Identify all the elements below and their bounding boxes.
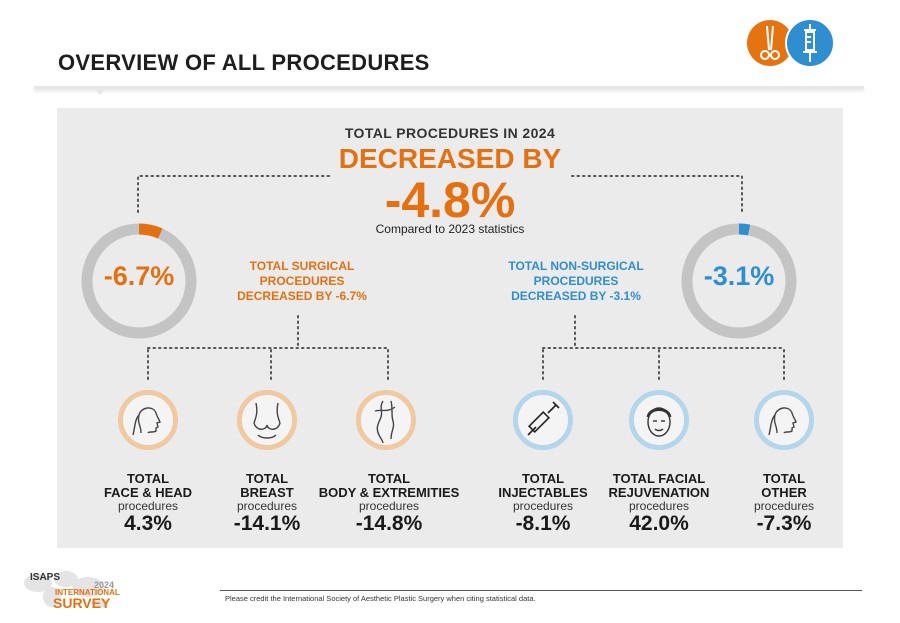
surgical-ring [81, 223, 197, 339]
category-injectables: TOTAL INJECTABLES procedures -8.1% [458, 472, 628, 535]
non-surgical-title-line3: DECREASED BY -3.1% [511, 289, 641, 303]
non-surgical-ring [681, 223, 797, 339]
logo-name: ISAPS [30, 572, 61, 583]
surgical-title-line3: DECREASED BY -6.7% [237, 289, 367, 303]
category-label-line1: TOTAL [762, 471, 806, 486]
category-sub: procedures [512, 499, 574, 513]
non-surgical-summary: TOTAL NON-SURGICAL PROCEDURES DECREASED … [486, 259, 666, 304]
face-profile-icon [118, 390, 178, 450]
breast-icon [237, 390, 297, 450]
category-label-line2: BODY & EXTREMITIES [318, 485, 460, 500]
syringe-icon [513, 390, 573, 450]
category-value: -7.3% [756, 512, 812, 535]
category-label-line2: INJECTABLES [498, 485, 588, 500]
page-title: OVERVIEW OF ALL PROCEDURES [58, 50, 430, 75]
category-breast: TOTAL BREAST procedures -14.1% [182, 472, 352, 535]
face-mask-icon [629, 390, 689, 450]
category-value: -8.1% [515, 512, 571, 535]
category-label-line1: TOTAL FACIAL [612, 471, 706, 486]
logo-international: INTERNATIONAL [55, 588, 120, 597]
non-surgical-title-line1: TOTAL NON-SURGICAL [508, 259, 644, 273]
category-label-line2: FACE & HEAD [103, 485, 193, 500]
category-label-line2: OTHER [761, 485, 807, 500]
category-label-line1: TOTAL [521, 471, 565, 486]
surgical-ring-arc [81, 223, 197, 339]
category-sub: procedures [753, 499, 815, 513]
category-other: TOTAL OTHER procedures -7.3% [699, 472, 869, 535]
comparison-note: Compared to 2023 statistics [375, 222, 525, 236]
total-procedures-heading: TOTAL PROCEDURES IN 2024 [344, 125, 556, 141]
category-value: -14.8% [355, 512, 423, 535]
category-value: -14.1% [233, 512, 301, 535]
category-value: 42.0% [629, 512, 689, 535]
direction-label: DECREASED BY [338, 143, 562, 174]
logo-year: 2024 [94, 580, 115, 590]
category-label-line1: TOTAL [367, 471, 411, 486]
category-value: 4.3% [124, 512, 172, 535]
category-label-line2: REJUVENATION [608, 485, 710, 500]
category-label-line1: TOTAL [245, 471, 289, 486]
header-divider [34, 86, 864, 89]
category-facial-rejuvenation: TOTAL FACIAL REJUVENATION procedures 42.… [574, 472, 744, 535]
non-surgical-title-line2: PROCEDURES [533, 274, 619, 288]
face-profile-icon [754, 390, 814, 450]
logo-survey: SURVEY [53, 595, 111, 611]
footer-divider [220, 590, 862, 591]
world-map-icon [24, 571, 108, 608]
body-icon [356, 390, 416, 450]
category-label-line2: BREAST [240, 485, 294, 500]
category-face-head: TOTAL FACE & HEAD procedures 4.3% [63, 472, 233, 535]
non-surgical-ring-value: -3.1% [703, 261, 775, 291]
footer-credit: Please credit the International Society … [225, 594, 536, 603]
category-sub: procedures [628, 499, 690, 513]
header-notch [92, 86, 108, 95]
category-label-line1: TOTAL [126, 471, 170, 486]
category-body-extremities: TOTAL BODY & EXTREMITIES procedures -14.… [304, 472, 474, 535]
non-surgical-ring-arc [681, 223, 797, 339]
total-change-value: -4.8% [384, 172, 516, 228]
syringe-badge-icon [785, 18, 835, 68]
surgical-ring-value: -6.7% [103, 261, 175, 291]
surgical-title-line2: PROCEDURES [259, 274, 345, 288]
surgical-title-line1: TOTAL SURGICAL [249, 259, 355, 273]
surgical-summary: TOTAL SURGICAL PROCEDURES DECREASED BY -… [212, 259, 392, 304]
category-sub: procedures [117, 499, 179, 513]
category-sub: procedures [358, 499, 420, 513]
category-sub: procedures [236, 499, 298, 513]
